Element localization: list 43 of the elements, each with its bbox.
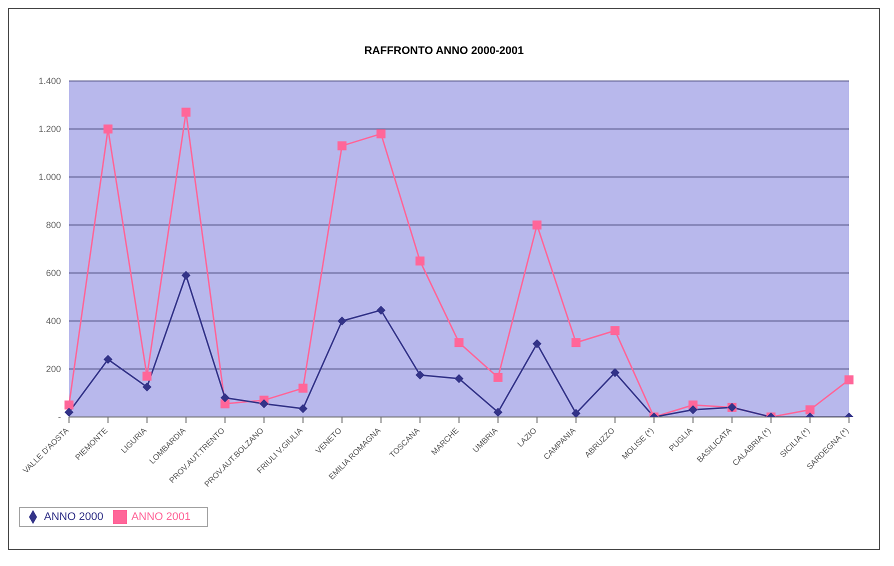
y-tick-label: 1.200 [38, 124, 61, 134]
legend-label: ANNO 2000 [44, 510, 104, 523]
point [260, 399, 268, 408]
point [298, 404, 308, 414]
point [298, 384, 308, 393]
point [416, 370, 424, 380]
y-tick-label: 1.000 [38, 172, 61, 182]
y-tick-label: 400 [46, 316, 61, 326]
point [142, 382, 152, 392]
point [416, 256, 424, 266]
chart-title: RAFFRONTO ANNO 2000-2001 [363, 45, 525, 57]
y-tick-label: - [58, 412, 61, 422]
point [532, 220, 542, 230]
point [64, 408, 74, 417]
point [376, 306, 386, 315]
point [610, 326, 620, 336]
point [494, 372, 502, 382]
y-tick-label: 200 [46, 364, 61, 374]
point [572, 408, 580, 417]
point [806, 405, 814, 414]
point [220, 393, 230, 402]
point [64, 400, 74, 410]
y-tick-label: 800 [46, 220, 61, 230]
point [142, 372, 152, 381]
y-tick-label: 600 [46, 268, 61, 278]
point [220, 399, 230, 408]
point [338, 141, 346, 150]
point [182, 270, 190, 280]
point [454, 338, 464, 348]
point [532, 339, 542, 348]
legend-label: ANNO 2001 [131, 510, 191, 523]
point [610, 368, 620, 378]
point [104, 124, 112, 134]
point [844, 375, 854, 384]
point [494, 408, 502, 417]
point [688, 405, 698, 414]
point [376, 129, 386, 138]
point [572, 338, 580, 348]
point [454, 374, 464, 384]
point [104, 354, 112, 364]
point [182, 108, 190, 117]
point [338, 316, 346, 326]
y-tick-label: 1.400 [38, 76, 61, 86]
